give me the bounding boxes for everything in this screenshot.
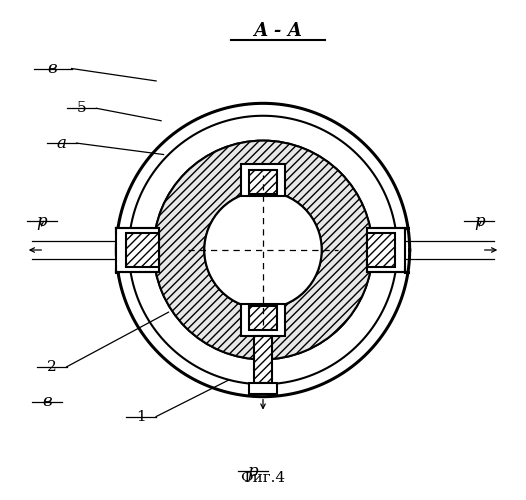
Text: а: а	[57, 134, 67, 152]
Text: 5: 5	[77, 102, 86, 116]
Circle shape	[204, 192, 322, 308]
Text: 1: 1	[136, 410, 146, 424]
Text: в: в	[42, 393, 52, 410]
Text: р: р	[248, 463, 258, 480]
Text: в: в	[47, 60, 56, 77]
Bar	[249, 170, 277, 194]
Text: р: р	[474, 212, 484, 230]
Text: 2: 2	[47, 360, 57, 374]
Bar	[249, 384, 277, 394]
Bar	[254, 336, 272, 384]
Bar	[126, 232, 158, 268]
Circle shape	[154, 140, 372, 360]
Bar	[241, 304, 285, 336]
Text: р: р	[36, 212, 47, 230]
Bar	[368, 232, 395, 268]
Bar	[241, 164, 285, 196]
Bar	[368, 228, 404, 272]
Text: Фиг.4: Фиг.4	[240, 470, 286, 484]
Text: А - А: А - А	[254, 22, 302, 40]
Bar	[249, 306, 277, 330]
Bar	[116, 228, 158, 272]
